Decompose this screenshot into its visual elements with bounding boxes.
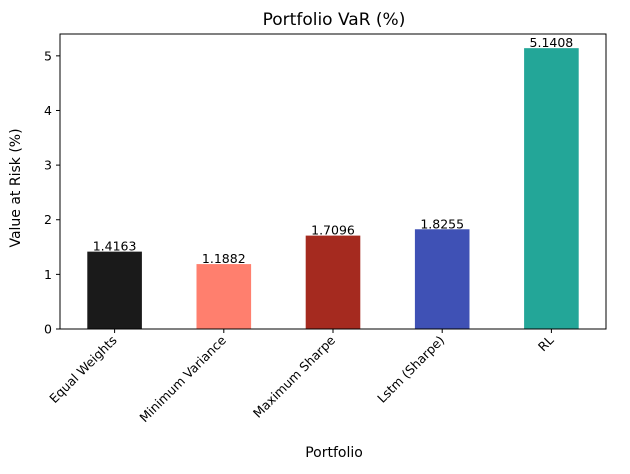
y-tick-label: 2 (44, 212, 52, 227)
bar (524, 48, 579, 329)
data-label: 1.1882 (202, 251, 246, 266)
y-tick-label: 4 (44, 103, 52, 118)
x-tick-label: Equal Weights (46, 333, 119, 406)
chart-title: Portfolio VaR (%) (263, 10, 406, 30)
y-axis-label: Value at Risk (%) (8, 128, 24, 247)
bar (196, 264, 252, 329)
x-tick-label: Minimum Variance (136, 332, 229, 425)
y-tick-label: 0 (44, 322, 52, 337)
x-axis-label: Portfolio (305, 445, 363, 461)
x-tick-label: Lstm (Sharpe) (374, 333, 447, 406)
x-tick-label: Maximum Sharpe (250, 332, 338, 420)
bar (87, 251, 142, 329)
data-label: 1.4163 (93, 239, 137, 254)
data-label: 1.7096 (311, 223, 355, 238)
y-tick-label: 1 (44, 267, 52, 282)
bar (414, 229, 470, 329)
x-tick-label: RL (535, 332, 557, 354)
data-label: 1.8255 (420, 216, 464, 231)
plot-area: 1.4163 1.1882 1.7096 1.8255 5.1408 0 1 2 3 4 5 Equa… (44, 33, 607, 425)
bar (305, 235, 361, 329)
y-tick-label: 3 (44, 158, 52, 173)
data-label: 5.1408 (530, 35, 574, 50)
y-tick-label: 5 (44, 48, 52, 63)
